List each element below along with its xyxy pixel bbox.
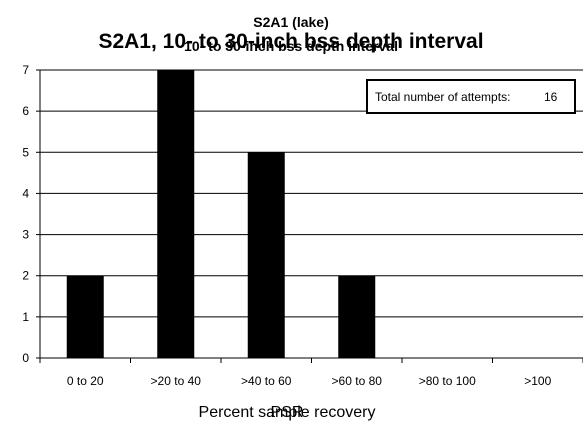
annotation-label: Total number of attempts: xyxy=(375,90,510,104)
chart-overlay-subtitle: 10- to 30-inch bss depth interval xyxy=(184,38,398,54)
x-tick-label: 0 to 20 xyxy=(67,374,104,388)
attempts-annotation: Total number of attempts: 16 xyxy=(366,79,576,114)
x-axis-label: Percent sample recovery xyxy=(199,404,376,421)
y-tick-label: 6 xyxy=(22,104,29,118)
y-tick-label: 1 xyxy=(22,310,29,324)
y-tick-label: 3 xyxy=(22,228,29,242)
x-tick-label: >100 xyxy=(524,374,551,388)
gridlines xyxy=(40,69,583,318)
bar xyxy=(338,275,376,358)
y-tick-labels: 0 1 2 3 4 5 6 7 xyxy=(22,63,40,365)
bars xyxy=(66,70,376,358)
annotation-value: 16 xyxy=(544,90,558,104)
y-tick-label: 0 xyxy=(22,351,29,365)
x-tick-label: >20 to 40 xyxy=(151,374,202,388)
x-tick-labels: 0 to 20 >20 to 40 >40 to 60 >60 to 80 >80 to… xyxy=(39,358,583,388)
y-tick-label: 5 xyxy=(22,145,29,159)
x-axis-label-overlay: PSR xyxy=(271,404,304,421)
chart-overlay-title: S2A1 (lake) xyxy=(253,14,328,30)
y-tick-label: 7 xyxy=(22,63,29,77)
bar xyxy=(66,275,104,358)
annotation-box xyxy=(366,79,576,114)
y-tick-label: 4 xyxy=(22,186,29,200)
bar xyxy=(247,152,285,358)
chart-title: S2A1, 10- to 30-inch bss depth interval xyxy=(98,30,483,53)
bar xyxy=(157,70,195,358)
x-tick-label: >40 to 60 xyxy=(241,374,292,388)
x-tick-label: >80 to 100 xyxy=(419,374,476,388)
x-tick-label: >60 to 80 xyxy=(332,374,383,388)
y-tick-label: 2 xyxy=(22,269,29,283)
